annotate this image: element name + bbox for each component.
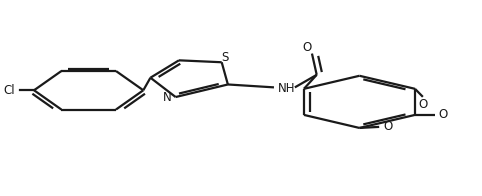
Text: O: O xyxy=(383,120,392,133)
Text: O: O xyxy=(418,98,428,111)
Text: O: O xyxy=(439,108,448,121)
Text: S: S xyxy=(221,51,229,64)
Text: NH: NH xyxy=(278,82,295,95)
Text: N: N xyxy=(163,91,172,104)
Text: O: O xyxy=(303,41,312,54)
Text: Cl: Cl xyxy=(3,84,15,97)
